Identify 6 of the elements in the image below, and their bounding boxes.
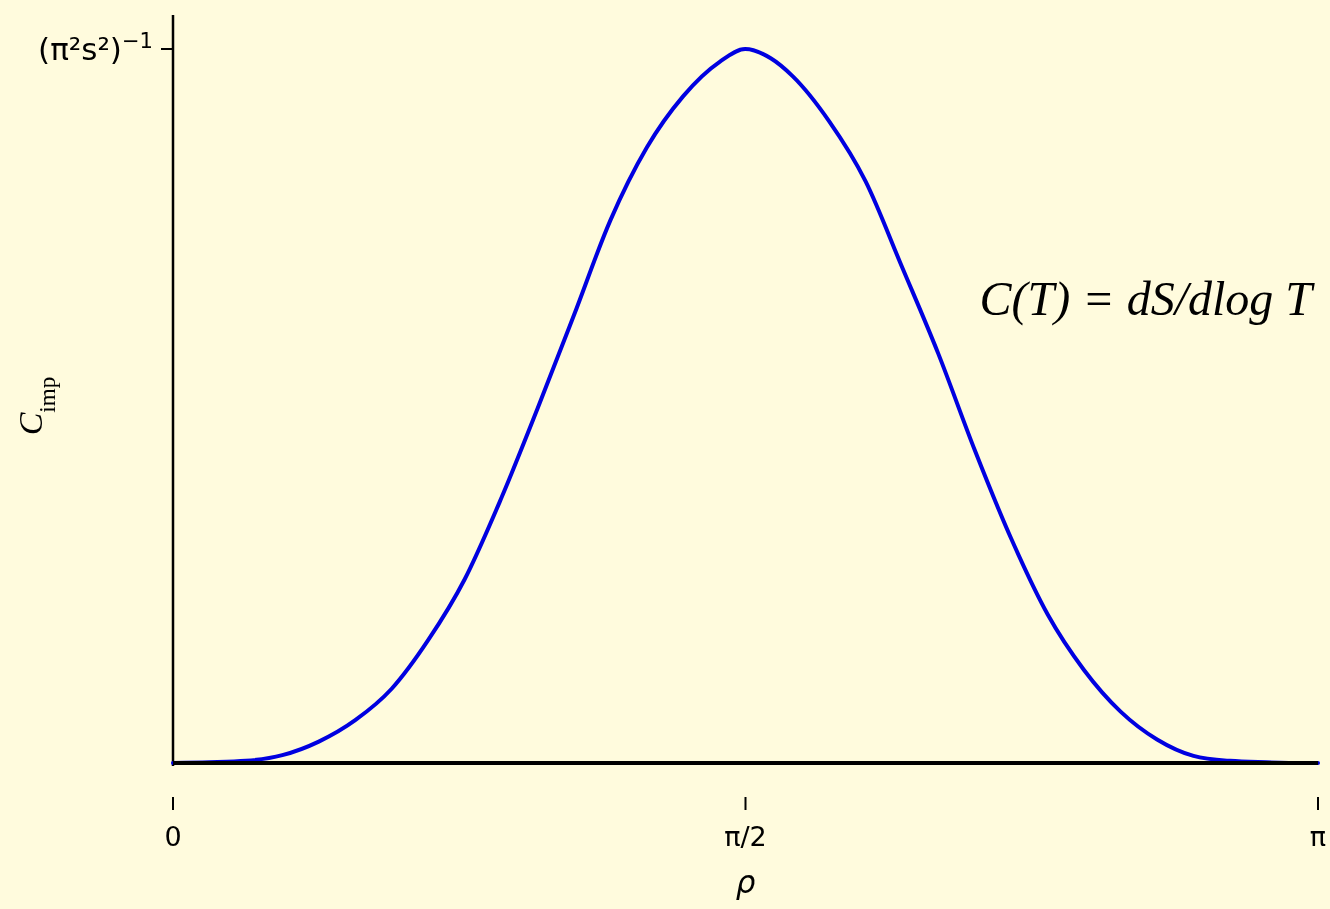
- x-tick-label: 0: [164, 821, 182, 852]
- text: (π²s²)$^{−1}$: [38, 27, 153, 67]
- x-axis-title: ρ: [735, 864, 756, 900]
- annotation: C(T) = dS/dlog T: [979, 272, 1316, 326]
- x-tick-label: π/2: [724, 821, 767, 852]
- x-tick-label: π: [1309, 821, 1327, 852]
